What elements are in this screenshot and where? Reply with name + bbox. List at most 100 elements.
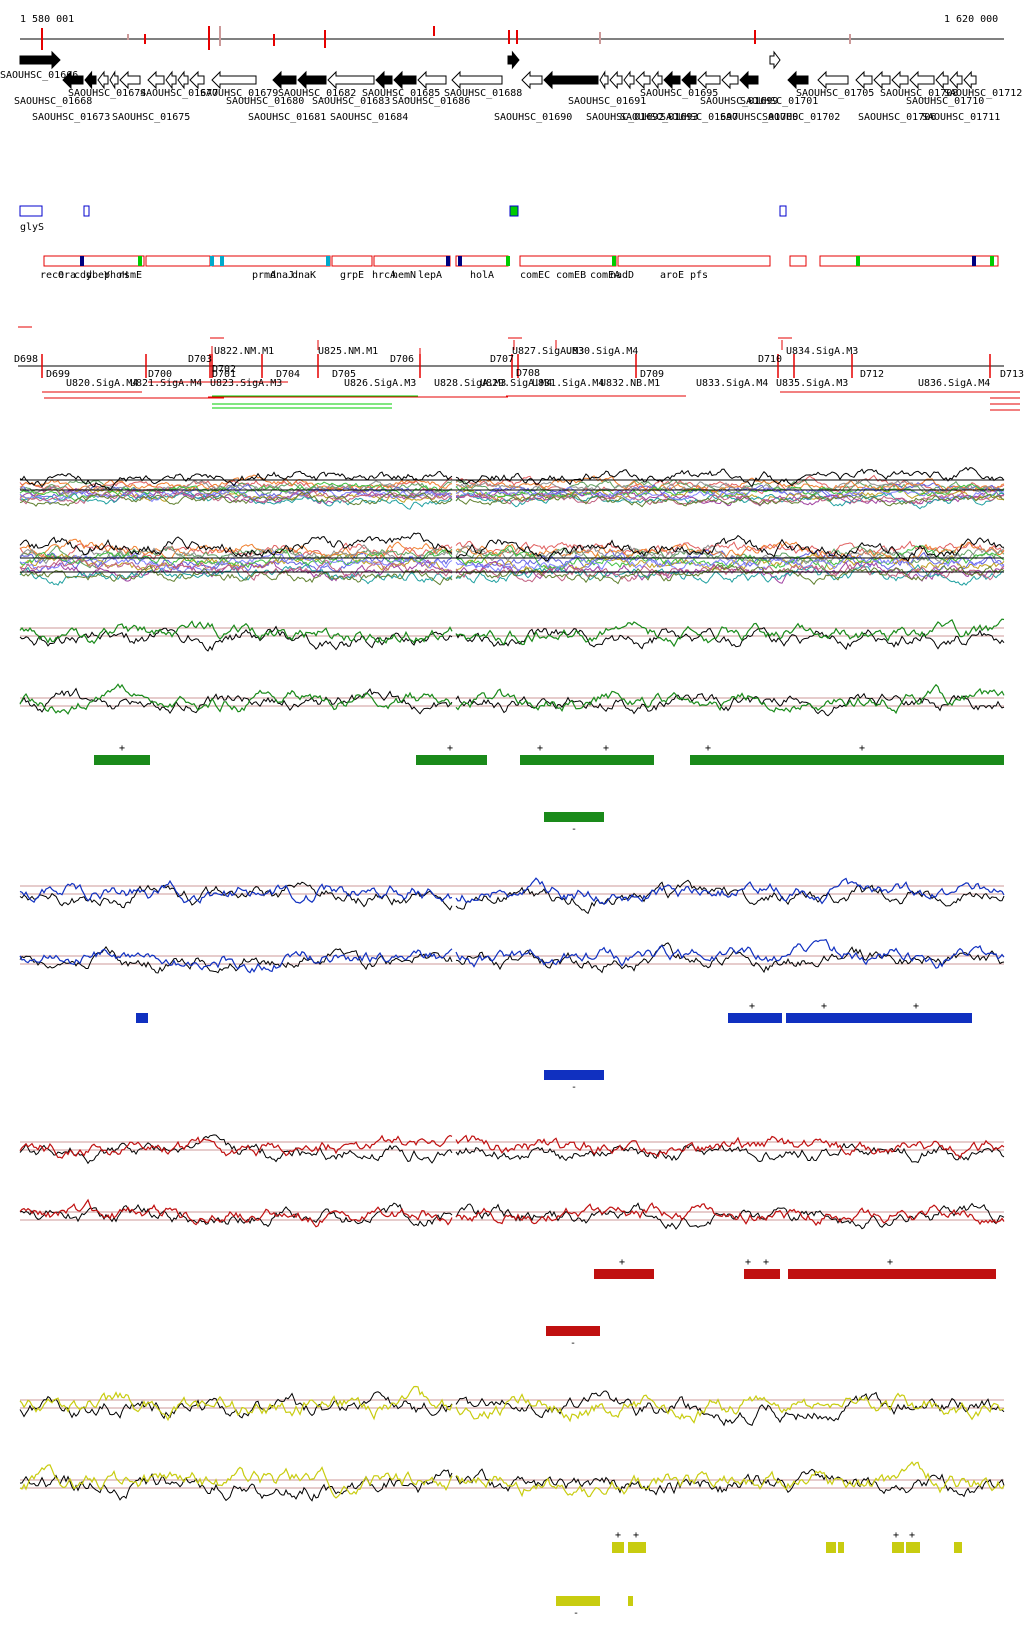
gene-locus-label: SAOUHSC_01710 [906,96,984,107]
regulatory-element-label: U835.SigA.M3 [776,378,848,389]
plus-strand-segment [906,1542,920,1553]
plus-strand-label: + [619,1257,625,1268]
gene-arrow [62,70,84,90]
regulatory-element-label: U820.SigA.M4 [66,378,138,389]
annotation-feature [145,255,211,267]
gene-locus-label: SAOUHSC_01682 [278,88,356,99]
gene-arrow [272,70,297,90]
gene-name-label: hemN [392,270,416,281]
gene-arrow [451,70,503,90]
regulatory-element-label: U834.SigA.M3 [786,346,858,357]
overview-series-upper [19,486,1005,504]
regulatory-element-label: D707 [490,354,514,365]
regulatory-element-label: U823.SigA.M3 [210,378,282,389]
expression-trace [19,1134,1005,1160]
annotation-box [83,205,90,217]
gene-locus-label: SAOUHSC_01677 [140,88,218,99]
annotation-marker [210,256,214,266]
regulatory-element-label: D713 [1000,369,1024,380]
gene-locus-label: SAOUHSC_01691 [568,96,646,107]
end-coordinate-label: 1 620 000 [944,14,998,25]
gene-name-label: ybeY [86,270,110,281]
annotation-feature [373,255,451,267]
gene-arrow [935,70,949,90]
regulatory-element-label: U826.SigA.M3 [344,378,416,389]
gene-arrow [651,70,663,90]
plus-strand-label: + [537,743,543,754]
plus-strand-segment [690,755,1004,765]
gene-arrow [609,70,623,90]
plus-strand-segment [728,1013,782,1023]
gene-arrow [177,70,189,90]
gene-track: SAOUHSC_01666SAOUHSC_01668SAOUHSC_01673S… [0,50,1022,123]
regulatory-element-label: D705 [332,369,356,380]
plus-strand-label: + [705,743,711,754]
plus-strand-segment [826,1542,836,1553]
gene-arrow [109,70,119,90]
gene-locus-label: SAOUHSC_01693 [620,112,698,123]
gene-locus-label: SAOUHSC_01708 [880,88,958,99]
gene-name-label: comEB [556,270,586,281]
gene-arrow [623,70,635,90]
gene-name-label: holA [470,270,494,281]
gene-arrow [817,70,849,90]
annotation-marker [506,256,510,266]
ruler-ticks [41,26,851,50]
overview-series-upper [19,474,1005,496]
regulatory-element-label: D704 [276,369,300,380]
gene-locus-label: SAOUHSC_01695 [640,88,718,99]
gene-name-label: cdd [74,270,92,281]
annotation-marker [856,256,860,266]
annotation-marker [138,256,142,266]
regulatory-element-label: U827.SigA.M3 [512,346,584,357]
regulatory-element-label: D708 [516,368,540,379]
annotation-feature [211,255,331,267]
plus-strand-label: + [887,1257,893,1268]
gene-arrow [147,70,165,90]
regulatory-element-label: D701 [212,369,236,380]
regulatory-element-label: U822.NM.M1 [214,346,274,357]
expression-panel-blue: + + + - [19,877,1005,1093]
overview-series-lower [19,532,1005,562]
expression-trace [19,1198,1005,1228]
expression-trace [19,942,1005,974]
gene-locus-label: SAOUHSC_01697 [660,112,738,123]
expression-trace [19,1461,1005,1499]
annotation-marker [446,256,450,266]
gene-arrow [855,70,873,90]
gene-arrow [635,70,651,90]
gene-locus-label: SAOUHSC_01692 [586,112,664,123]
gene-name-label: dnaK [292,270,316,281]
gene-name-label: rsmE [118,270,142,281]
gene-locus-label: SAOUHSC_01673 [32,112,110,123]
gene-arrow [963,70,977,90]
annotation-feature [331,255,373,267]
plus-strand-label: + [859,743,865,754]
annotation-feature [519,255,617,267]
regulatory-element-label: D699 [46,369,70,380]
gene-arrow [19,50,61,70]
expression-trace [19,683,1005,715]
expression-panel-yellow: + + + + - [19,1385,1005,1619]
regulatory-element-label: D706 [390,354,414,365]
gene-name-label: prmA [252,270,276,281]
regulatory-element-label: D700 [148,369,172,380]
gene-locus-label: SAOUHSC_01668 [14,96,92,107]
gene-arrow [697,70,721,90]
overview-series-lower [19,558,1005,583]
gene-locus-label: SAOUHSC_01690 [494,112,572,123]
gene-arrow [297,70,327,90]
gene-arrow [507,50,520,70]
overview-series-upper [19,478,1005,498]
gene-arrow [393,70,417,90]
gene-locus-label: SAOUHSC_01680 [226,96,304,107]
gene-name-label: nadD [610,270,634,281]
annotation-marker [220,256,224,266]
plus-strand-label: + [119,743,125,754]
plus-strand-segment [94,755,150,765]
regulatory-element-label: U830.SigA.M4 [566,346,638,357]
gene-locus-label: SAOUHSC_01705 [796,88,874,99]
annotation-marker [458,256,462,266]
gene-arrow [521,70,543,90]
gene-arrow [327,70,375,90]
